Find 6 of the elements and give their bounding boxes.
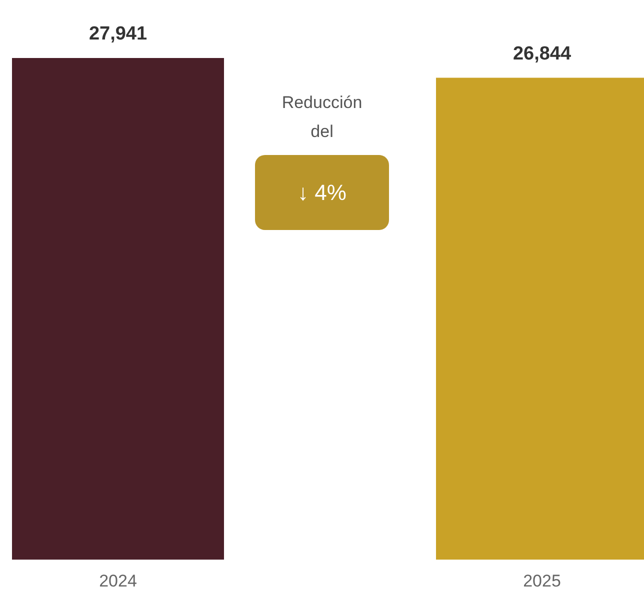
annotation: Reducción del bbox=[280, 92, 364, 143]
data-label: 26,844 bbox=[512, 43, 572, 64]
x-tick-label: 2024 bbox=[99, 571, 137, 590]
data-label: 27,941 bbox=[88, 24, 148, 45]
label-badge: ↓ 4% bbox=[255, 155, 389, 230]
x-tick-label: 2025 bbox=[523, 571, 561, 590]
